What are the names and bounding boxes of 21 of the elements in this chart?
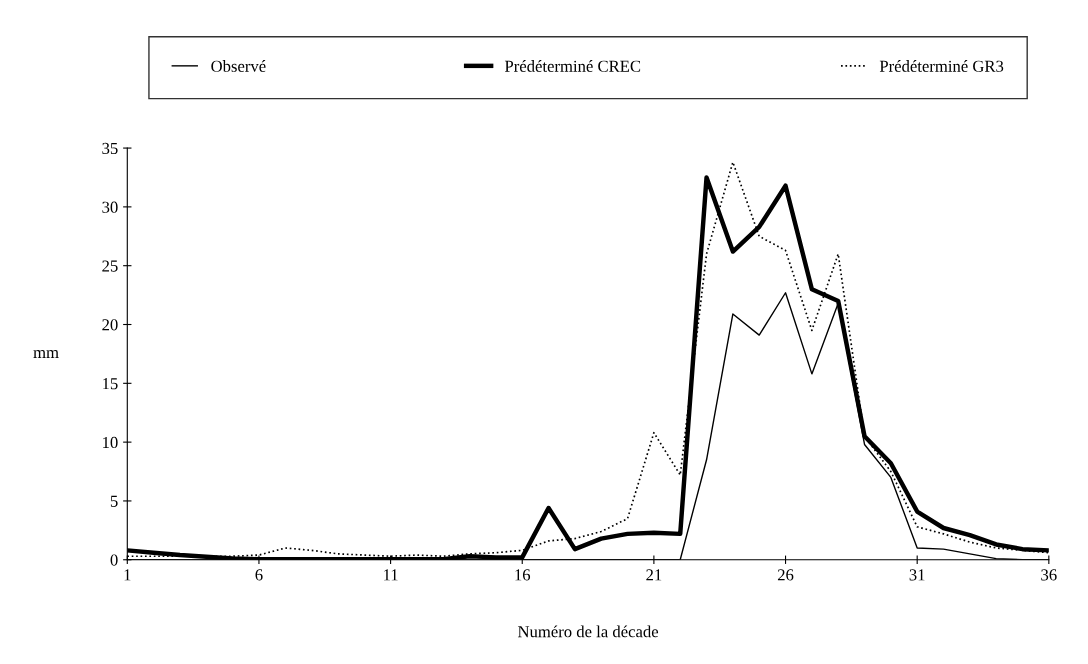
x-tick-label: 21 — [646, 569, 662, 581]
x-tick-label: 16 — [515, 569, 531, 581]
x-tick-label: 31 — [909, 569, 925, 581]
y-tick-label: 15 — [103, 378, 118, 390]
x-axis-title: Numéro de la décade — [517, 625, 659, 638]
x-tick-label: 26 — [777, 569, 794, 581]
x-tick-label: 36 — [1041, 569, 1057, 581]
legend-label: Prédéterminé CREC — [504, 60, 641, 72]
x-tick-label: 1 — [124, 569, 131, 581]
y-tick-label: 25 — [102, 260, 118, 272]
y-tick-label: 35 — [102, 142, 118, 155]
y-tick-label: 30 — [102, 201, 118, 213]
y-tick-label: 10 — [103, 436, 118, 449]
y-tick-label: 20 — [102, 319, 118, 331]
y-axis-title: mm — [33, 350, 59, 358]
x-tick-label: 11 — [384, 569, 398, 581]
y-tick-label: 5 — [110, 495, 118, 507]
y-tick-label: 0 — [110, 554, 118, 566]
legend-label: Observé — [211, 60, 266, 72]
legend-label: Prédéterminé GR3 — [879, 60, 1004, 72]
x-tick-label: 6 — [255, 569, 263, 581]
